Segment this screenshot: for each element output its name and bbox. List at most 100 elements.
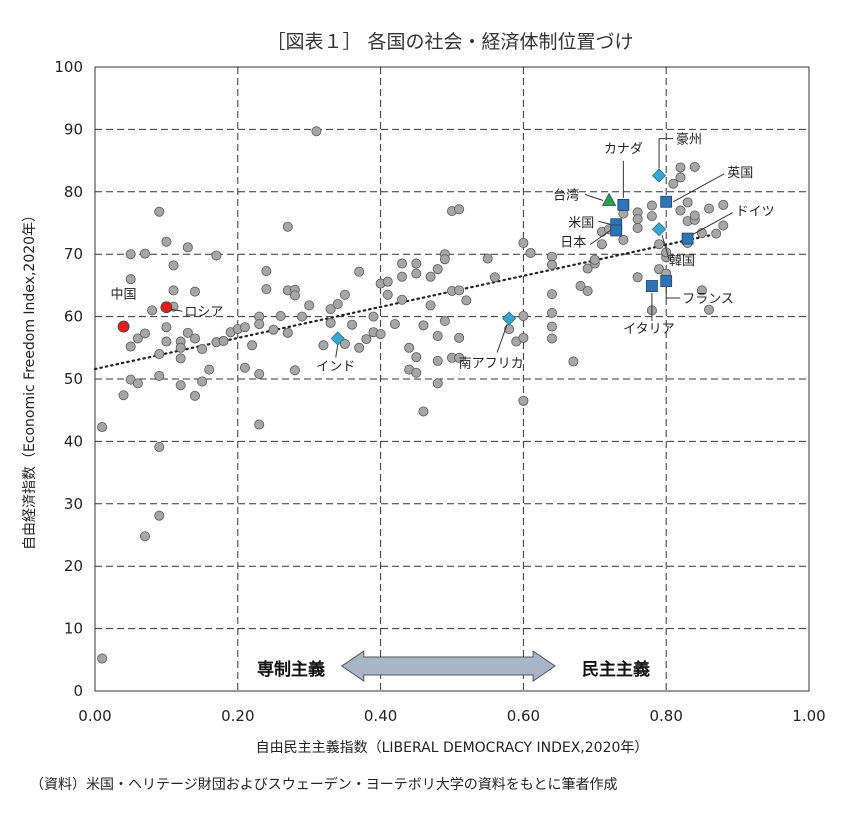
data-point xyxy=(154,370,165,381)
data-point xyxy=(411,352,422,363)
regime-arrow: 専制主義 民主主義 xyxy=(257,650,650,682)
data-point xyxy=(718,220,729,231)
data-point xyxy=(404,342,415,353)
data-point xyxy=(261,284,272,295)
data-point xyxy=(632,222,643,233)
data-point xyxy=(582,263,593,274)
data-point xyxy=(154,442,165,453)
highlighted-countries xyxy=(117,168,694,346)
y-tick-label: 80 xyxy=(64,183,83,201)
data-point xyxy=(161,322,172,333)
leader-line xyxy=(589,230,611,245)
regime-left-label: 専制主義 xyxy=(257,659,325,680)
regime-right-label: 民主主義 xyxy=(582,659,650,680)
y-tick-label: 0 xyxy=(73,682,83,700)
data-point xyxy=(139,328,150,339)
data-point xyxy=(239,322,250,333)
country-label: カナダ xyxy=(604,142,643,157)
data-point xyxy=(582,286,593,297)
data-point xyxy=(304,300,315,311)
y-axis-label: 自由経済指数（Economic Freedom Index,2020年） xyxy=(22,208,38,550)
data-point xyxy=(411,367,422,378)
x-tick-label: 0.00 xyxy=(78,707,111,725)
data-point xyxy=(289,365,300,376)
trendline xyxy=(93,231,725,371)
data-point xyxy=(311,126,322,137)
data-point xyxy=(268,324,279,335)
data-point xyxy=(689,161,700,172)
data-point xyxy=(518,237,529,248)
country-label: 台湾 xyxy=(553,188,579,204)
data-point xyxy=(175,380,186,391)
data-point xyxy=(254,419,265,430)
y-tick-label: 20 xyxy=(64,557,83,575)
y-tick-label: 40 xyxy=(64,432,83,450)
country-label: 中国 xyxy=(111,288,137,303)
data-point xyxy=(675,205,686,216)
data-point xyxy=(632,214,643,225)
data-point xyxy=(289,290,300,301)
data-point xyxy=(618,234,629,245)
data-point xyxy=(546,307,557,318)
country-label: イタリア xyxy=(623,322,674,337)
x-tick-labels: 0.00 0.20 0.40 0.60 0.80 1.00 xyxy=(78,707,825,725)
y-tick-label: 60 xyxy=(64,308,83,326)
data-point xyxy=(125,249,136,260)
data-point xyxy=(546,333,557,344)
y-tick-label: 50 xyxy=(64,370,83,388)
data-point xyxy=(325,317,336,328)
data-point xyxy=(118,390,129,401)
data-point xyxy=(418,320,429,331)
data-point xyxy=(454,285,465,296)
country-label: 韓国 xyxy=(669,254,695,269)
data-point xyxy=(432,264,443,275)
x-tick-label: 0.60 xyxy=(507,707,540,725)
data-point xyxy=(489,272,500,283)
data-point xyxy=(682,197,693,208)
data-point xyxy=(147,305,158,316)
double-arrow-icon xyxy=(340,650,556,682)
data-point xyxy=(182,242,193,253)
data-point xyxy=(154,349,165,360)
data-point xyxy=(482,253,493,264)
data-point xyxy=(382,276,393,287)
y-tick-label: 10 xyxy=(64,620,83,638)
country-label: 豪州 xyxy=(676,132,702,148)
data-point xyxy=(397,271,408,282)
data-point xyxy=(161,236,172,247)
data-point xyxy=(696,285,707,296)
data-point xyxy=(261,266,272,277)
country-label: 英国 xyxy=(727,166,753,181)
data-point xyxy=(97,422,108,433)
data-point xyxy=(368,311,379,322)
leader-line xyxy=(658,138,674,169)
data-point xyxy=(132,333,143,344)
data-point xyxy=(397,258,408,269)
data-point xyxy=(546,289,557,300)
data-point xyxy=(546,259,557,270)
highlight-point xyxy=(660,195,673,208)
highlight-point xyxy=(601,192,617,206)
data-point xyxy=(175,353,186,364)
data-point xyxy=(518,332,529,343)
data-point xyxy=(439,315,450,326)
x-tick-label: 0.80 xyxy=(649,707,682,725)
highlight-point xyxy=(617,199,630,211)
data-point xyxy=(596,239,607,250)
data-point xyxy=(254,319,265,330)
country-label: 米国 xyxy=(568,216,594,231)
x-tick-label: 0.20 xyxy=(221,707,254,725)
highlight-point xyxy=(651,168,667,183)
data-point xyxy=(204,364,215,375)
data-point xyxy=(132,378,143,389)
data-point xyxy=(218,335,229,346)
data-point xyxy=(411,268,422,279)
data-point xyxy=(347,319,358,330)
data-point xyxy=(711,228,722,239)
data-point xyxy=(575,281,586,292)
data-point xyxy=(439,254,450,265)
data-point xyxy=(632,272,643,283)
other-countries-points xyxy=(97,126,729,664)
data-point xyxy=(454,332,465,343)
